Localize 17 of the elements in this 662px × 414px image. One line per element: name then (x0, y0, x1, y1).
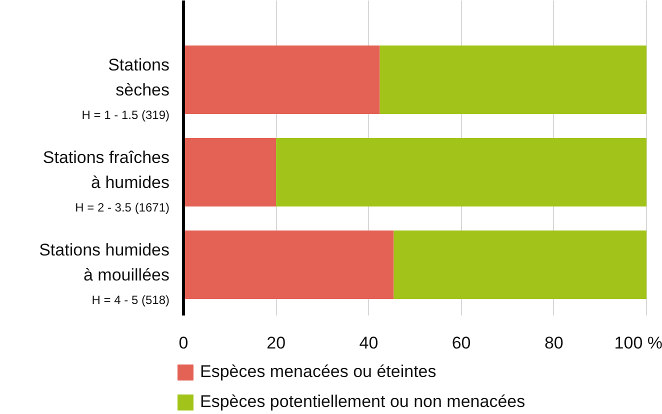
x-tick-label: 80 (544, 334, 564, 353)
legend-label: Espèces potentiellement ou non menacées (200, 392, 526, 412)
category-label: Stations humides à mouillées H = 4 - 5 (518) (39, 240, 170, 307)
x-tick-label: 20 (266, 334, 286, 353)
bar (184, 138, 276, 206)
bar (184, 46, 380, 114)
bar (276, 138, 646, 206)
bar (380, 46, 646, 114)
x-tick-label: 0 (178, 334, 188, 353)
category-label: Stations fraîches à humides H = 2 - 3.5 (1671) (42, 148, 170, 214)
x-tick-label: 40 (359, 334, 378, 353)
bar (394, 230, 646, 299)
bar (184, 230, 394, 299)
category-label: Stations sèches H = 1 - 1.5 (319) (82, 56, 170, 122)
x-tick-label: 60 (452, 334, 471, 353)
x-tick-label: 100 % (614, 334, 662, 353)
legend-label: Espèces menacées ou éteintes (200, 362, 436, 382)
